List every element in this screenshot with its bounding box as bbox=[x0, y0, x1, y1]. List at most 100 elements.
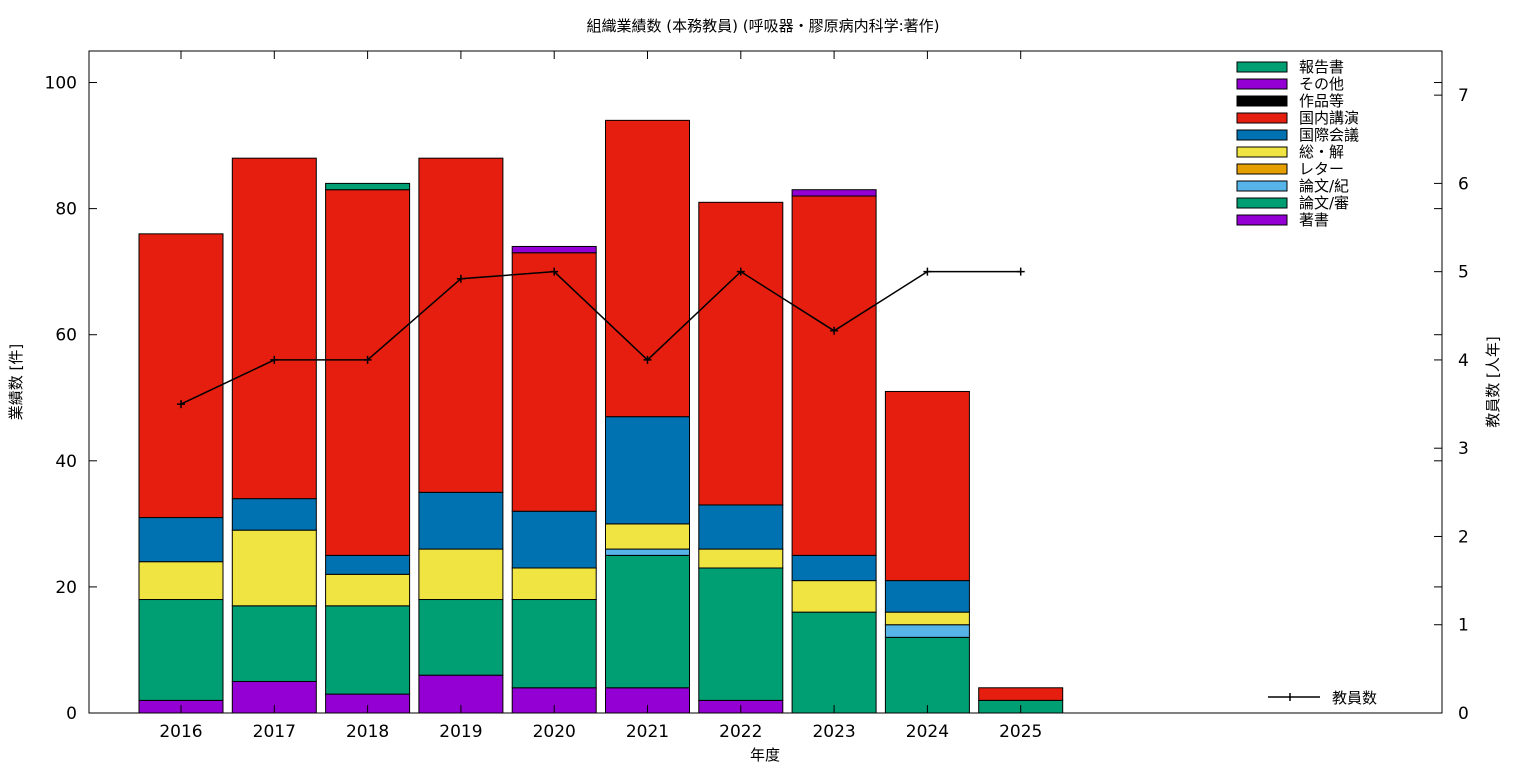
bar-segment-2016-5 bbox=[138, 517, 224, 563]
legend-line-label: 教員数 bbox=[1332, 689, 1377, 707]
y2-tick-label: 0 bbox=[1458, 704, 1469, 724]
legend-swatch bbox=[1236, 180, 1288, 192]
legend-swatch bbox=[1236, 129, 1288, 141]
bar-segment-2018-6 bbox=[325, 189, 411, 556]
line-point-marker bbox=[270, 355, 279, 364]
bar-segment-2021-2 bbox=[605, 548, 690, 556]
y-tick-label: 80 bbox=[55, 200, 77, 220]
line-point-marker bbox=[550, 267, 559, 276]
x-tick-label: 2025 bbox=[999, 722, 1042, 742]
legend-swatch bbox=[1236, 61, 1288, 73]
y-axis-label: 業績数 [件] bbox=[7, 344, 25, 420]
legend-label: 作品等 bbox=[1299, 92, 1344, 110]
y-tick-label: 0 bbox=[66, 704, 77, 724]
x-axis-label: 年度 bbox=[750, 746, 780, 764]
y-tick-label: 100 bbox=[45, 74, 77, 94]
bar-segment-2022-6 bbox=[698, 201, 784, 506]
x-tick-label: 2017 bbox=[253, 722, 296, 742]
bar-segment-2023-4 bbox=[791, 580, 877, 613]
line-point-marker bbox=[363, 355, 372, 364]
x-tick-label: 2023 bbox=[812, 722, 855, 742]
bar-segment-2025-6 bbox=[978, 687, 1064, 701]
bar-segment-2024-1 bbox=[884, 636, 970, 714]
legend-swatch bbox=[1236, 197, 1288, 209]
chart-title: 組織業績数 (本務教員) (呼吸器・膠原病内科学:著作) bbox=[586, 17, 939, 35]
bar-segment-2020-6 bbox=[511, 252, 597, 512]
bar-segment-2022-1 bbox=[698, 567, 784, 701]
x-tick-label: 2020 bbox=[533, 722, 576, 742]
bar-segment-2024-5 bbox=[884, 580, 970, 613]
legend-label: 論文/紀 bbox=[1299, 177, 1349, 195]
bar-segment-2022-4 bbox=[698, 548, 784, 569]
bar-segment-2023-6 bbox=[791, 195, 877, 556]
bar-segment-2023-5 bbox=[791, 554, 877, 582]
bars-layer bbox=[138, 119, 1064, 714]
x-tick-label: 2022 bbox=[719, 722, 762, 742]
axes-layer: 0 20 40 60 80 100 0 1 2 3 4 5 6 7 2016 2017 2018 2019 2020… bbox=[45, 51, 1469, 742]
y2-tick-label: 7 bbox=[1458, 86, 1469, 106]
bar-segment-2018-4 bbox=[325, 573, 411, 607]
legend-label: 著書 bbox=[1299, 211, 1329, 229]
bar-segment-2022-5 bbox=[698, 504, 784, 550]
line-point-marker bbox=[177, 400, 185, 409]
legend-label: 国際会議 bbox=[1299, 126, 1359, 144]
line-point-marker bbox=[830, 326, 839, 335]
line-series-teachers bbox=[180, 270, 1021, 405]
y2-tick-label: 5 bbox=[1458, 263, 1469, 283]
legend-label: 総・解 bbox=[1299, 143, 1344, 161]
y-tick-label: 60 bbox=[55, 326, 77, 346]
legend-label: その他 bbox=[1299, 75, 1344, 93]
bar-segment-2021-6 bbox=[605, 119, 690, 418]
bar-segment-2021-4 bbox=[605, 523, 690, 550]
x-tick-label: 2024 bbox=[906, 722, 949, 742]
bar-segment-2016-6 bbox=[138, 233, 224, 519]
plot-frame bbox=[88, 50, 1443, 714]
bar-segment-2020-8 bbox=[511, 245, 597, 254]
legend-swatch bbox=[1236, 214, 1288, 226]
line-layer bbox=[177, 267, 1025, 409]
bar-segment-2017-4 bbox=[231, 529, 317, 607]
bar-segment-2019-6 bbox=[418, 157, 504, 493]
bar-segment-2020-5 bbox=[511, 510, 597, 569]
x-tick-label: 2018 bbox=[346, 722, 389, 742]
line-point-marker bbox=[923, 267, 932, 276]
bar-segment-2017-6 bbox=[231, 157, 317, 500]
line-point-marker bbox=[736, 267, 745, 276]
bar-segment-2016-1 bbox=[138, 599, 224, 701]
y2-tick-label: 6 bbox=[1458, 174, 1469, 194]
bar-segment-2024-2 bbox=[884, 624, 970, 638]
line-point-marker bbox=[456, 274, 465, 283]
line-point-marker bbox=[1016, 267, 1025, 276]
bar-segment-2021-1 bbox=[605, 554, 690, 689]
bar-segment-2023-1 bbox=[791, 611, 877, 714]
y2-tick-label: 3 bbox=[1458, 439, 1469, 459]
bar-segment-2024-6 bbox=[884, 390, 970, 582]
legend-label: 論文/審 bbox=[1299, 194, 1349, 212]
bar-segment-2024-4 bbox=[884, 611, 970, 626]
bar-segment-2023-8 bbox=[791, 189, 877, 197]
x-tick-label: 2016 bbox=[159, 722, 202, 742]
bar-segment-2021-5 bbox=[605, 416, 690, 525]
y-tick-label: 20 bbox=[55, 578, 77, 598]
legend-label: 報告書 bbox=[1299, 58, 1344, 76]
bar-segment-2016-4 bbox=[138, 561, 224, 601]
legend-swatch bbox=[1236, 146, 1288, 158]
legend-label: レター bbox=[1299, 160, 1344, 178]
bar-segment-2019-1 bbox=[418, 599, 504, 676]
legend-swatch bbox=[1236, 112, 1288, 124]
bar-segment-2018-9 bbox=[325, 182, 411, 191]
line-point-marker bbox=[643, 355, 652, 364]
y2-axis-label: 教員数 [人年] bbox=[1484, 336, 1502, 427]
y2-tick-label: 2 bbox=[1458, 527, 1469, 547]
bar-segment-2020-4 bbox=[511, 567, 597, 601]
legend-swatch bbox=[1236, 95, 1288, 107]
y2-tick-label: 4 bbox=[1458, 351, 1469, 371]
bar-segment-2018-5 bbox=[325, 554, 411, 575]
legend-swatch bbox=[1236, 163, 1288, 175]
bar-segment-2020-1 bbox=[511, 599, 597, 689]
y-tick-label: 40 bbox=[55, 452, 77, 472]
bar-segment-2017-5 bbox=[231, 498, 317, 531]
x-tick-label: 2021 bbox=[626, 722, 669, 742]
